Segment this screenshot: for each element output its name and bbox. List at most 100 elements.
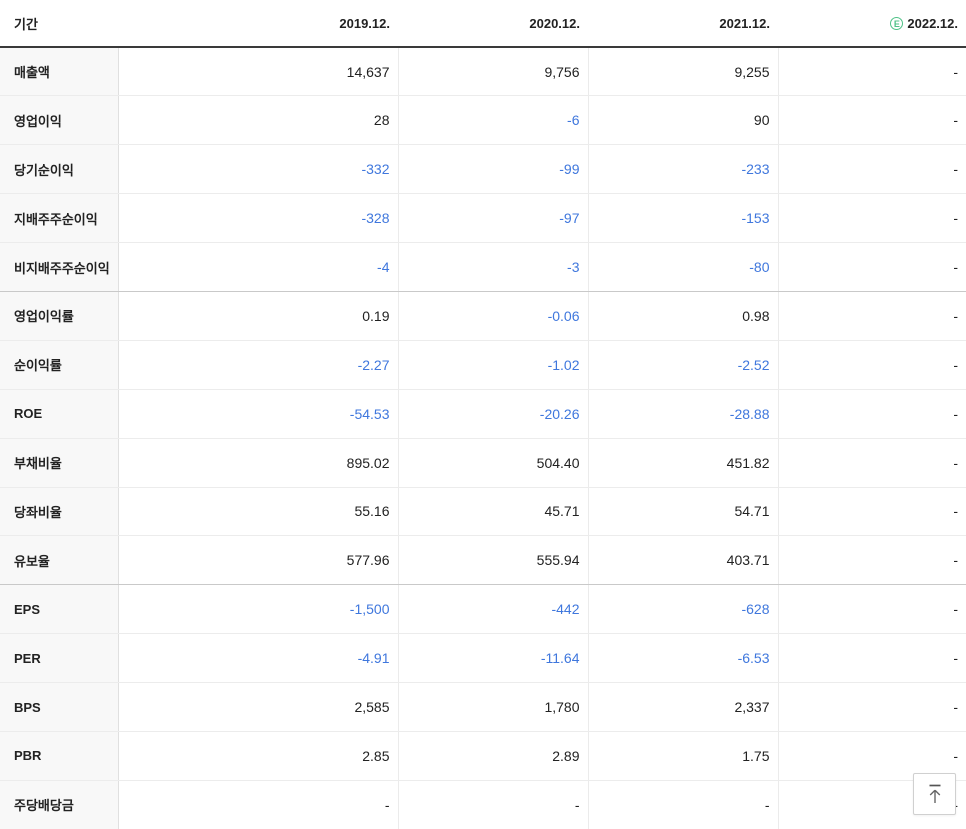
value-cell: 54.71 [588,487,779,537]
table-row: 순이익률 -2.27 -1.02 -2.52- [0,340,966,390]
value-cell: 504.40 [398,438,589,488]
value-cell: -11.64 [398,633,589,684]
value-cell: -2.27 [118,340,399,390]
table-row: EPS -1,500 -442 -628- [0,584,966,635]
row-label: 주당배당금 [0,780,119,829]
value-cell: 2,337 [588,682,779,732]
row-label: BPS [0,682,119,732]
header-row: 기간 2019.12. 2020.12. 2021.12. E 2022.12. [0,0,966,48]
table-row: 비지배주주순이익 -4 -3 -80- [0,242,966,292]
value-cell: 555.94 [398,535,589,586]
row-label: 매출액 [0,47,119,97]
value-cell: 451.82 [588,438,779,488]
value-cell: -80 [588,242,779,292]
table-body: 매출액 14,637 9,756 9,255- 영업이익 28 -6 90- 당기순이익 -332… [0,47,966,829]
row-label: 부채비율 [0,438,119,488]
value-cell: - [778,95,966,146]
row-label: 유보율 [0,535,119,586]
value-cell: -28.88 [588,389,779,439]
value-cell: -20.26 [398,389,589,439]
value-cell: - [118,780,399,829]
value-cell: 14,637 [118,47,399,97]
value-cell: -6 [398,95,589,146]
value-cell: - [778,291,966,341]
table-row: 당기순이익 -332 -99 -233- [0,144,966,195]
value-cell: - [778,340,966,390]
value-cell: - [778,242,966,292]
value-cell: 2,585 [118,682,399,732]
row-label: 지배주주순이익 [0,193,119,244]
table-row: 영업이익 28 -6 90- [0,95,966,146]
value-cell: 55.16 [118,487,399,537]
row-label: 당기순이익 [0,144,119,195]
row-label: PER [0,633,119,684]
value-cell: - [778,487,966,537]
row-label: 비지배주주순이익 [0,242,119,292]
table-row: BPS 2,585 1,780 2,337- [0,682,966,732]
value-cell: - [778,584,966,635]
value-cell: -233 [588,144,779,195]
table-row: 지배주주순이익 -328 -97 -153- [0,193,966,244]
value-cell: 90 [588,95,779,146]
value-cell: 403.71 [588,535,779,586]
value-cell: -153 [588,193,779,244]
value-cell: 2.89 [398,731,589,781]
value-cell: -4 [118,242,399,292]
value-cell: 2.85 [118,731,399,781]
value-cell: 577.96 [118,535,399,586]
value-cell: 0.19 [118,291,399,341]
scroll-to-top-button[interactable] [913,773,956,815]
value-cell: -6.53 [588,633,779,684]
value-cell: - [398,780,589,829]
column-header-202012: 2020.12. [398,0,588,48]
value-cell: 0.98 [588,291,779,341]
estimate-icon: E [890,16,904,30]
value-cell: - [778,731,966,781]
value-cell: -442 [398,584,589,635]
value-cell: - [588,780,779,829]
value-cell: -99 [398,144,589,195]
value-cell: - [778,535,966,586]
arrow-up-to-top-icon [925,783,945,805]
row-label: ROE [0,389,119,439]
table-row: 당좌비율 55.16 45.71 54.71- [0,487,966,537]
value-cell: 895.02 [118,438,399,488]
value-cell: - [778,47,966,97]
value-cell: - [778,389,966,439]
row-label: EPS [0,584,119,635]
table-row: 영업이익률 0.19 -0.06 0.98- [0,291,966,341]
column-header-202212: E 2022.12. [778,0,966,48]
row-label: PBR [0,731,119,781]
value-cell: - [778,633,966,684]
value-cell: - [778,193,966,244]
value-cell: - [778,682,966,732]
table-row: ROE -54.53 -20.26 -28.88- [0,389,966,439]
period-header: 기간 [0,0,118,48]
value-cell: 9,756 [398,47,589,97]
row-label: 영업이익 [0,95,119,146]
value-cell: 1.75 [588,731,779,781]
value-cell: -1.02 [398,340,589,390]
row-label: 순이익률 [0,340,119,390]
value-cell: -628 [588,584,779,635]
value-cell: 28 [118,95,399,146]
value-cell: - [778,144,966,195]
table-row: PER -4.91 -11.64 -6.53- [0,633,966,684]
value-cell: -1,500 [118,584,399,635]
value-cell: -54.53 [118,389,399,439]
table-row: 매출액 14,637 9,756 9,255- [0,47,966,97]
table-row: 부채비율 895.02 504.40 451.82- [0,438,966,488]
value-cell: -3 [398,242,589,292]
value-cell: -97 [398,193,589,244]
value-cell: - [778,438,966,488]
value-cell: 9,255 [588,47,779,97]
value-cell: -4.91 [118,633,399,684]
column-header-201912: 2019.12. [118,0,398,48]
value-cell: -332 [118,144,399,195]
value-cell: -0.06 [398,291,589,341]
value-cell: 45.71 [398,487,589,537]
row-label: 당좌비율 [0,487,119,537]
value-cell: -2.52 [588,340,779,390]
